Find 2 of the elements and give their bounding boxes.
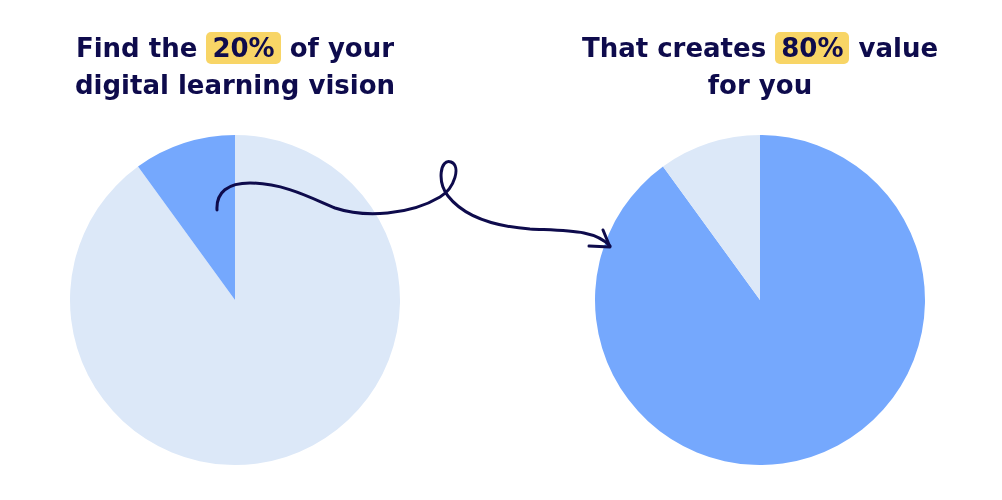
chart-title: That creates 80% value for you [581,33,939,100]
chart-title: Find the 20% of your digital learning vision [73,32,397,102]
